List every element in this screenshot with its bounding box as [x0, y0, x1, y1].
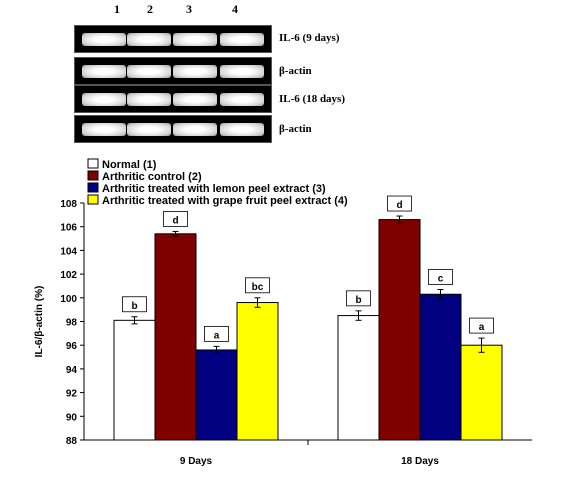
gel-label: β-actin: [279, 65, 312, 77]
gel-strip-bactin-2: [74, 115, 272, 143]
lane-number: 4: [232, 2, 238, 16]
gel-band: [82, 33, 126, 46]
y-tick-label: 102: [60, 270, 77, 281]
y-tick-label: 100: [60, 294, 77, 305]
gel-band: [173, 123, 217, 136]
lane-number: 2: [147, 2, 153, 16]
y-tick-label: 106: [60, 223, 77, 234]
y-tick-label: 96: [66, 341, 78, 352]
bar: [460, 344, 503, 441]
gel-band: [82, 65, 126, 78]
data-label: b: [355, 295, 361, 306]
data-label: d: [396, 200, 402, 211]
lane-number: 3: [186, 2, 192, 16]
legend-label: Arthritic control (2): [102, 171, 202, 183]
gel-label: IL-6 (9 days): [279, 32, 340, 44]
legend-label: Arthritic treated with grape fruit peel …: [102, 195, 348, 207]
bar: [337, 315, 380, 441]
data-label-box: [346, 290, 371, 307]
x-tick-label: 9 Days: [180, 456, 213, 467]
data-label: d: [172, 215, 178, 226]
legend-label: Arthritic treated with lemon peel extrac…: [102, 183, 326, 195]
bar: [378, 219, 421, 441]
gel-band: [82, 123, 126, 136]
data-label: bc: [252, 282, 264, 293]
gel-band: [173, 65, 217, 78]
gel-panel: 1 2 3 4 IL-6 (9 days) β-actin IL-6 (18 d…: [0, 0, 571, 150]
gel-label: IL-6 (18 days): [279, 93, 346, 105]
gel-strip-il6-9days: [74, 25, 272, 53]
data-label-box: [122, 296, 147, 313]
gel-strip-bactin-1: [74, 57, 272, 85]
gel-band: [173, 33, 217, 46]
y-tick-label: 88: [66, 436, 78, 447]
bar-chart: Normal (1)Arthritic control (2)Arthritic…: [34, 158, 532, 467]
y-tick-label: 94: [66, 365, 78, 376]
y-tick-label: 104: [60, 246, 77, 257]
gel-band: [82, 93, 126, 106]
legend-swatch: [87, 158, 99, 169]
lane-number: 1: [114, 2, 120, 16]
bar: [113, 319, 156, 441]
bar: [154, 233, 197, 441]
legend-swatch: [87, 170, 99, 181]
y-tick-label: 92: [66, 389, 78, 400]
data-label: c: [438, 274, 444, 285]
y-tick-label: 90: [66, 412, 78, 423]
x-tick-label: 18 Days: [401, 456, 439, 467]
bar: [419, 293, 462, 441]
gel-band: [220, 33, 264, 46]
bar: [236, 302, 279, 441]
data-label-box: [204, 325, 229, 342]
gel-band: [220, 123, 264, 136]
gel-band: [127, 93, 171, 106]
y-tick-label: 98: [66, 318, 78, 329]
data-label-box: [469, 317, 494, 334]
data-label-box: [387, 195, 412, 212]
legend-label: Normal (1): [102, 159, 157, 171]
gel-band: [127, 33, 171, 46]
legend-swatch: [87, 194, 99, 205]
data-label: b: [131, 301, 137, 312]
bar: [195, 349, 238, 441]
data-label-box: [245, 277, 270, 294]
data-label: a: [479, 322, 485, 333]
y-axis-label: IL-6/β-actin (%): [34, 286, 45, 358]
legend-swatch: [87, 182, 99, 193]
gel-band: [220, 93, 264, 106]
data-label-box: [428, 269, 453, 285]
gel-band: [127, 123, 171, 136]
gel-band: [173, 93, 217, 106]
gel-band: [127, 65, 171, 78]
gel-label: β-actin: [279, 123, 312, 135]
gel-strip-il6-18days: [74, 85, 272, 113]
data-label: a: [214, 330, 220, 341]
data-label-box: [163, 211, 188, 227]
y-tick-label: 108: [60, 199, 77, 210]
gel-band: [220, 65, 264, 78]
